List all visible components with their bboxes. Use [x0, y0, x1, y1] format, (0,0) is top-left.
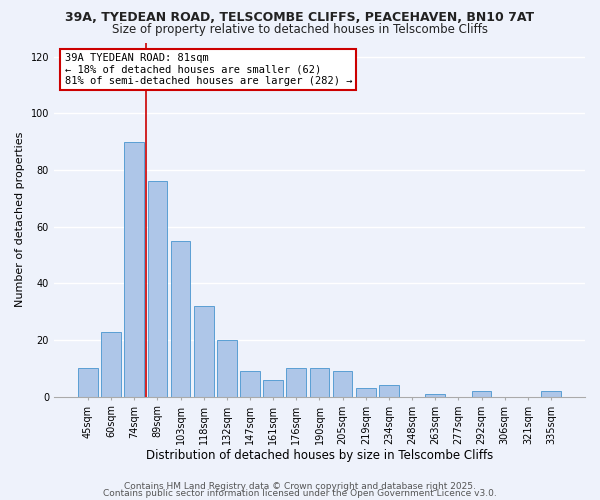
Text: Size of property relative to detached houses in Telscombe Cliffs: Size of property relative to detached ho…: [112, 22, 488, 36]
Bar: [101, 332, 121, 397]
Bar: [217, 340, 236, 397]
X-axis label: Distribution of detached houses by size in Telscombe Cliffs: Distribution of detached houses by size …: [146, 450, 493, 462]
Bar: [170, 241, 190, 397]
Text: Contains public sector information licensed under the Open Government Licence v3: Contains public sector information licen…: [103, 490, 497, 498]
Bar: [472, 391, 491, 397]
Bar: [541, 391, 561, 397]
Text: 39A, TYEDEAN ROAD, TELSCOMBE CLIFFS, PEACEHAVEN, BN10 7AT: 39A, TYEDEAN ROAD, TELSCOMBE CLIFFS, PEA…: [65, 11, 535, 24]
Y-axis label: Number of detached properties: Number of detached properties: [15, 132, 25, 308]
Bar: [425, 394, 445, 397]
Bar: [333, 372, 352, 397]
Text: 39A TYEDEAN ROAD: 81sqm
← 18% of detached houses are smaller (62)
81% of semi-de: 39A TYEDEAN ROAD: 81sqm ← 18% of detache…: [65, 53, 352, 86]
Bar: [356, 388, 376, 397]
Bar: [379, 386, 399, 397]
Bar: [310, 368, 329, 397]
Bar: [148, 182, 167, 397]
Bar: [286, 368, 306, 397]
Bar: [194, 306, 214, 397]
Bar: [78, 368, 98, 397]
Bar: [263, 380, 283, 397]
Bar: [240, 372, 260, 397]
Text: Contains HM Land Registry data © Crown copyright and database right 2025.: Contains HM Land Registry data © Crown c…: [124, 482, 476, 491]
Bar: [124, 142, 144, 397]
